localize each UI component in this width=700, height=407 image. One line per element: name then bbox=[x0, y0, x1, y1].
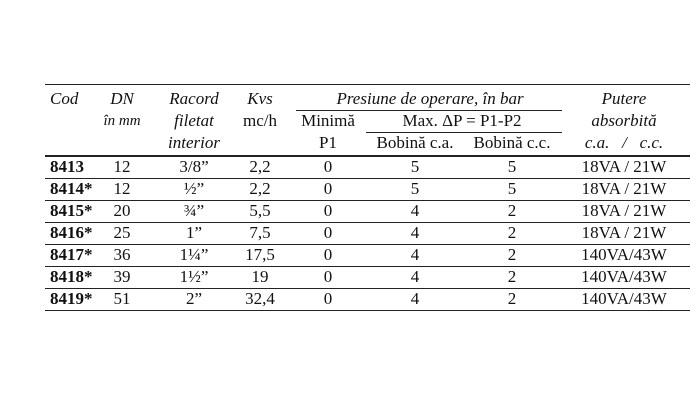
row-rule bbox=[45, 310, 690, 311]
table-cell: 2 bbox=[507, 201, 517, 220]
header-bobina-ca: Bobină c.a. bbox=[376, 133, 454, 152]
table-cell: ½” bbox=[183, 179, 205, 198]
table-cell: 51 bbox=[113, 289, 131, 308]
row-code: 8415* bbox=[50, 201, 93, 220]
table-cell: 1½” bbox=[179, 267, 209, 286]
row-code: 8414* bbox=[50, 179, 93, 198]
max-rule bbox=[366, 132, 562, 133]
header-minima: Minimă bbox=[301, 111, 355, 130]
table-cell: 4 bbox=[410, 267, 420, 286]
table-cell: 18VA / 21W bbox=[581, 201, 667, 220]
header-cod: Cod bbox=[50, 89, 79, 108]
table-cell: 140VA/43W bbox=[581, 267, 667, 286]
header-rule bbox=[45, 155, 690, 157]
table-cell: 5 bbox=[410, 157, 420, 176]
header-kvs: Kvs bbox=[247, 89, 273, 108]
table-cell: 5 bbox=[507, 179, 517, 198]
table-cell: 0 bbox=[323, 289, 333, 308]
table-cell: 2 bbox=[507, 267, 517, 286]
table-cell: 5,5 bbox=[249, 201, 271, 220]
header-max-dp: Max. ΔP = P1-P2 bbox=[402, 111, 522, 130]
row-code: 8413 bbox=[50, 157, 84, 176]
table-cell: 39 bbox=[113, 267, 131, 286]
table-cell: 2,2 bbox=[249, 179, 271, 198]
table-cell: 18VA / 21W bbox=[581, 157, 667, 176]
table-cell: 0 bbox=[323, 245, 333, 264]
row-code: 8418* bbox=[50, 267, 93, 286]
table-cell: ¾” bbox=[183, 201, 205, 220]
table-cell: 4 bbox=[410, 223, 420, 242]
header-racord-2: filetat bbox=[174, 111, 214, 130]
row-rule bbox=[45, 222, 690, 223]
header-racord-3: interior bbox=[168, 133, 220, 152]
table-cell: 1¼” bbox=[179, 245, 209, 264]
header-bobina-cc: Bobină c.c. bbox=[473, 133, 551, 152]
row-rule bbox=[45, 244, 690, 245]
table-cell: 4 bbox=[410, 245, 420, 264]
header-dn-unit: în mm bbox=[103, 113, 141, 129]
table-cell: 2 bbox=[507, 223, 517, 242]
table-cell: 0 bbox=[323, 179, 333, 198]
table-cell: 140VA/43W bbox=[581, 245, 667, 264]
header-racord: Racord bbox=[169, 89, 219, 108]
table-cell: 0 bbox=[323, 267, 333, 286]
table-cell: 18VA / 21W bbox=[581, 179, 667, 198]
table-cell: 4 bbox=[410, 289, 420, 308]
header-p1: P1 bbox=[319, 133, 337, 152]
top-rule bbox=[45, 84, 690, 85]
row-rule bbox=[45, 178, 690, 179]
row-rule bbox=[45, 200, 690, 201]
table-cell: 12 bbox=[113, 179, 131, 198]
table-cell: 0 bbox=[323, 157, 333, 176]
row-code: 8419* bbox=[50, 289, 93, 308]
table-cell: 7,5 bbox=[249, 223, 271, 242]
header-putere-sub: c.a. / c.c. bbox=[584, 133, 664, 152]
header-putere: Putere bbox=[601, 89, 647, 108]
row-rule bbox=[45, 266, 690, 267]
header-kvs-unit: mc/h bbox=[243, 111, 277, 130]
table-cell: 140VA/43W bbox=[581, 289, 667, 308]
table-cell: 2,2 bbox=[249, 157, 271, 176]
table-cell: 20 bbox=[113, 201, 131, 220]
table-cell: 2 bbox=[507, 245, 517, 264]
table-cell: 36 bbox=[113, 245, 131, 264]
row-code: 8417* bbox=[50, 245, 93, 264]
table-cell: 2” bbox=[185, 289, 203, 308]
table-cell: 17,5 bbox=[245, 245, 275, 264]
table-cell: 25 bbox=[113, 223, 131, 242]
table-cell: 19 bbox=[251, 267, 269, 286]
table-cell: 1” bbox=[185, 223, 203, 242]
table-cell: 18VA / 21W bbox=[581, 223, 667, 242]
header-absorbita: absorbită bbox=[591, 111, 657, 130]
table-cell: 0 bbox=[323, 223, 333, 242]
table-cell: 3/8” bbox=[179, 157, 209, 176]
table-cell: 0 bbox=[323, 201, 333, 220]
header-dn: DN bbox=[110, 89, 134, 108]
row-rule bbox=[45, 288, 690, 289]
row-code: 8416* bbox=[50, 223, 93, 242]
table-cell: 4 bbox=[410, 201, 420, 220]
header-presiune: Presiune de operare, în bar bbox=[336, 89, 524, 108]
table-cell: 12 bbox=[113, 157, 131, 176]
table-cell: 5 bbox=[410, 179, 420, 198]
table-cell: 5 bbox=[507, 157, 517, 176]
table-cell: 32,4 bbox=[245, 289, 275, 308]
presiune-rule bbox=[296, 110, 562, 111]
table-cell: 2 bbox=[507, 289, 517, 308]
